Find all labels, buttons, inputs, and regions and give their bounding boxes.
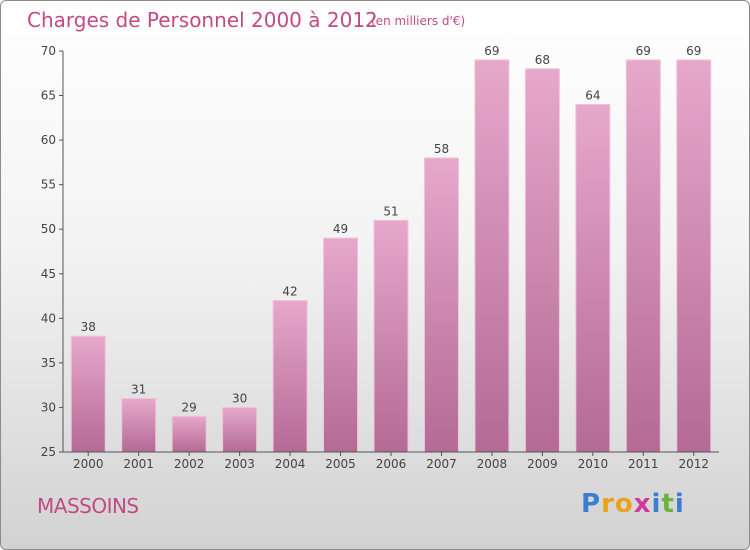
y-tick-label: 30 bbox=[41, 400, 56, 414]
logo-letter: i bbox=[674, 489, 685, 519]
logo-letter: o bbox=[614, 489, 634, 519]
y-tick-label: 60 bbox=[41, 133, 56, 147]
bar[interactable] bbox=[121, 398, 157, 453]
chart-title: Charges de Personnel 2000 à 2012 bbox=[27, 8, 378, 32]
bar-value-label: 30 bbox=[232, 391, 247, 405]
bar[interactable] bbox=[222, 406, 258, 453]
bar-value-label: 31 bbox=[131, 383, 146, 397]
bar[interactable] bbox=[474, 59, 510, 453]
x-tick-label: 2006 bbox=[376, 457, 407, 471]
y-tick-label: 25 bbox=[41, 445, 56, 459]
bar[interactable] bbox=[272, 300, 308, 453]
y-tick-label: 40 bbox=[41, 311, 56, 325]
bar[interactable] bbox=[323, 237, 359, 453]
x-tick-label: 2008 bbox=[477, 457, 508, 471]
x-tick-label: 2001 bbox=[123, 457, 154, 471]
bar-value-label: 69 bbox=[636, 44, 651, 58]
x-axis: 2000 2001 2002 2003 2004 2005 2006 2007 2008 2009… bbox=[63, 451, 719, 471]
x-tick-label: 2003 bbox=[224, 457, 255, 471]
bar[interactable] bbox=[373, 219, 409, 453]
bar[interactable] bbox=[676, 59, 712, 453]
logo-letter: x bbox=[633, 489, 652, 519]
x-tick-label: 2007 bbox=[426, 457, 457, 471]
bar-value-label: 49 bbox=[333, 222, 348, 236]
place-name: MASSOINS bbox=[37, 494, 139, 518]
y-tick-label: 50 bbox=[41, 222, 56, 236]
x-tick-label: 2011 bbox=[628, 457, 659, 471]
bars-group: 38 31 29 30 42 49 51 58 69 68 64 69 69 bbox=[70, 44, 712, 453]
bar-value-label: 42 bbox=[282, 285, 297, 299]
logo-letter: P bbox=[581, 489, 602, 519]
bar-value-label: 51 bbox=[383, 204, 398, 218]
bar-value-label: 58 bbox=[434, 142, 449, 156]
y-tick-label: 35 bbox=[41, 356, 56, 370]
x-tick-label: 2004 bbox=[275, 457, 306, 471]
proxiti-logo[interactable]: Proxiti bbox=[581, 489, 685, 519]
bar[interactable] bbox=[524, 68, 560, 453]
x-tick-label: 2002 bbox=[174, 457, 205, 471]
x-tick-label: 2000 bbox=[73, 457, 104, 471]
bar-value-label: 69 bbox=[484, 44, 499, 58]
bar-value-label: 64 bbox=[585, 88, 600, 102]
bar-value-label: 68 bbox=[535, 53, 550, 67]
y-tick-label: 70 bbox=[41, 44, 56, 58]
y-tick-label: 55 bbox=[41, 178, 56, 192]
x-tick-label: 2010 bbox=[578, 457, 609, 471]
x-tick-label: 2009 bbox=[527, 457, 558, 471]
chart-subtitle: (en milliers d'€) bbox=[371, 14, 465, 28]
x-tick-label: 2005 bbox=[325, 457, 356, 471]
bar-value-label: 69 bbox=[686, 44, 701, 58]
logo-letter: r bbox=[601, 489, 615, 519]
bar[interactable] bbox=[70, 335, 106, 453]
y-tick-label: 65 bbox=[41, 89, 56, 103]
logo-letter: t bbox=[661, 489, 675, 519]
bar[interactable] bbox=[575, 103, 611, 453]
bar[interactable] bbox=[625, 59, 661, 453]
bar-value-label: 38 bbox=[81, 320, 96, 334]
y-axis: 25 30 35 40 45 50 55 60 65 70 bbox=[41, 44, 64, 459]
bar[interactable] bbox=[171, 415, 207, 453]
bar[interactable] bbox=[423, 157, 459, 453]
bar-value-label: 29 bbox=[182, 400, 197, 414]
x-tick-label: 2012 bbox=[678, 457, 709, 471]
y-tick-label: 45 bbox=[41, 267, 56, 281]
logo-letter: i bbox=[651, 489, 662, 519]
